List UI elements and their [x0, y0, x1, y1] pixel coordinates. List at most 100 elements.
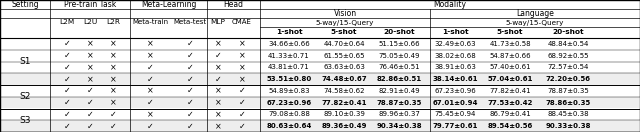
Text: 68.92±0.55: 68.92±0.55 [547, 53, 589, 59]
Text: $\checkmark$: $\checkmark$ [186, 63, 194, 72]
Text: 76.46±0.51: 76.46±0.51 [378, 64, 420, 70]
Text: $\checkmark$: $\checkmark$ [147, 98, 154, 107]
Text: $\checkmark$: $\checkmark$ [214, 75, 221, 84]
Text: Setting: Setting [11, 0, 39, 9]
Text: 89.36±0.49: 89.36±0.49 [321, 123, 367, 129]
Text: 54.89±0.83: 54.89±0.83 [268, 88, 310, 94]
Text: 80.63±0.64: 80.63±0.64 [266, 123, 312, 129]
Text: $\times$: $\times$ [109, 51, 117, 60]
Text: $\times$: $\times$ [214, 98, 222, 107]
Text: $\times$: $\times$ [214, 39, 222, 49]
Text: $\checkmark$: $\checkmark$ [238, 98, 246, 107]
Text: $\checkmark$: $\checkmark$ [86, 86, 93, 95]
Text: L2U: L2U [83, 20, 97, 25]
Text: 89.96±0.37: 89.96±0.37 [378, 111, 420, 117]
Text: 48.84±0.54: 48.84±0.54 [547, 41, 589, 47]
Text: $\checkmark$: $\checkmark$ [109, 122, 116, 131]
Text: S2: S2 [19, 92, 31, 101]
Text: $\times$: $\times$ [146, 39, 154, 49]
Text: 32.49±0.63: 32.49±0.63 [434, 41, 476, 47]
Text: S1: S1 [19, 57, 31, 66]
Text: 77.82±0.41: 77.82±0.41 [321, 100, 367, 106]
Text: $\checkmark$: $\checkmark$ [186, 122, 194, 131]
Text: 38.91±0.63: 38.91±0.63 [434, 64, 476, 70]
Text: 54.87±0.66: 54.87±0.66 [489, 53, 531, 59]
Text: $\times$: $\times$ [86, 39, 94, 49]
Text: 79.77±0.61: 79.77±0.61 [432, 123, 477, 129]
Text: 1-shot: 1-shot [442, 29, 468, 36]
Text: 67.23±0.96: 67.23±0.96 [266, 100, 312, 106]
Text: $\checkmark$: $\checkmark$ [186, 39, 194, 48]
Text: 67.01±0.94: 67.01±0.94 [432, 100, 477, 106]
Text: MLP: MLP [211, 20, 225, 25]
Text: 41.73±0.58: 41.73±0.58 [489, 41, 531, 47]
Text: 74.48±0.67: 74.48±0.67 [321, 76, 367, 82]
Text: 90.33±0.38: 90.33±0.38 [545, 123, 591, 129]
Text: 67.23±0.96: 67.23±0.96 [434, 88, 476, 94]
Text: 53.51±0.80: 53.51±0.80 [266, 76, 312, 82]
Text: $\times$: $\times$ [109, 39, 117, 49]
Text: 75.45±0.94: 75.45±0.94 [435, 111, 476, 117]
Text: 74.58±0.62: 74.58±0.62 [323, 88, 365, 94]
Text: $\times$: $\times$ [109, 98, 117, 107]
Text: $\times$: $\times$ [238, 51, 246, 60]
Text: $\times$: $\times$ [238, 74, 246, 84]
Text: 77.82±0.41: 77.82±0.41 [489, 88, 531, 94]
Text: 89.54±0.56: 89.54±0.56 [488, 123, 532, 129]
Text: $\times$: $\times$ [146, 86, 154, 96]
Text: $\checkmark$: $\checkmark$ [147, 122, 154, 131]
Text: $\checkmark$: $\checkmark$ [63, 86, 70, 95]
Text: $\times$: $\times$ [214, 86, 222, 96]
Text: 57.40±0.61: 57.40±0.61 [489, 64, 531, 70]
Text: $\checkmark$: $\checkmark$ [186, 110, 194, 119]
Text: $\checkmark$: $\checkmark$ [63, 63, 70, 72]
Text: $\times$: $\times$ [86, 51, 94, 60]
Text: 78.87±0.35: 78.87±0.35 [376, 100, 422, 106]
Text: $\checkmark$: $\checkmark$ [147, 63, 154, 72]
Text: Meta-test: Meta-test [173, 20, 207, 25]
Text: $\checkmark$: $\checkmark$ [63, 98, 70, 107]
Text: $\checkmark$: $\checkmark$ [186, 51, 194, 60]
Bar [1, 120, 639, 131]
Text: $\checkmark$: $\checkmark$ [186, 98, 194, 107]
Text: $\times$: $\times$ [109, 86, 117, 96]
Text: $\times$: $\times$ [109, 63, 117, 72]
Text: $\checkmark$: $\checkmark$ [86, 122, 93, 131]
Text: $\checkmark$: $\checkmark$ [186, 75, 194, 84]
Text: 57.04±0.61: 57.04±0.61 [487, 76, 532, 82]
Text: $\times$: $\times$ [238, 39, 246, 49]
Text: $\checkmark$: $\checkmark$ [86, 98, 93, 107]
Text: 72.20±0.56: 72.20±0.56 [545, 76, 591, 82]
Text: 5-way/15-Query: 5-way/15-Query [316, 20, 374, 25]
Text: $\checkmark$: $\checkmark$ [63, 122, 70, 131]
Text: $\checkmark$: $\checkmark$ [63, 75, 70, 84]
Text: Language: Language [516, 9, 554, 18]
Text: $\times$: $\times$ [86, 74, 94, 84]
Text: 5-shot: 5-shot [331, 29, 357, 36]
Text: S3: S3 [19, 116, 31, 125]
Text: $\checkmark$: $\checkmark$ [63, 39, 70, 48]
Text: 38.14±0.61: 38.14±0.61 [432, 76, 477, 82]
Text: 1-shot: 1-shot [276, 29, 302, 36]
Text: Modality: Modality [433, 0, 467, 9]
Text: 5-way/15-Query: 5-way/15-Query [506, 20, 564, 25]
Bar [1, 73, 639, 84]
Text: Meta-train: Meta-train [132, 20, 168, 25]
Text: $\times$: $\times$ [214, 121, 222, 131]
Text: $\times$: $\times$ [214, 110, 222, 119]
Text: $\checkmark$: $\checkmark$ [86, 110, 93, 119]
Text: 41.33±0.71: 41.33±0.71 [268, 53, 310, 59]
Text: 5-shot: 5-shot [497, 29, 524, 36]
Text: 77.53±0.42: 77.53±0.42 [487, 100, 532, 106]
Text: 43.81±0.71: 43.81±0.71 [268, 64, 310, 70]
Text: $\times$: $\times$ [214, 63, 222, 72]
Text: L2M: L2M [60, 20, 75, 25]
Text: $\checkmark$: $\checkmark$ [238, 122, 246, 131]
Text: $\checkmark$: $\checkmark$ [238, 110, 246, 119]
Text: 72.57±0.54: 72.57±0.54 [547, 64, 589, 70]
Text: Meta-Learning: Meta-Learning [141, 0, 196, 9]
Text: CMAE: CMAE [232, 20, 252, 25]
Text: 89.10±0.39: 89.10±0.39 [323, 111, 365, 117]
Text: 78.87±0.35: 78.87±0.35 [547, 88, 589, 94]
Text: 90.34±0.38: 90.34±0.38 [376, 123, 422, 129]
